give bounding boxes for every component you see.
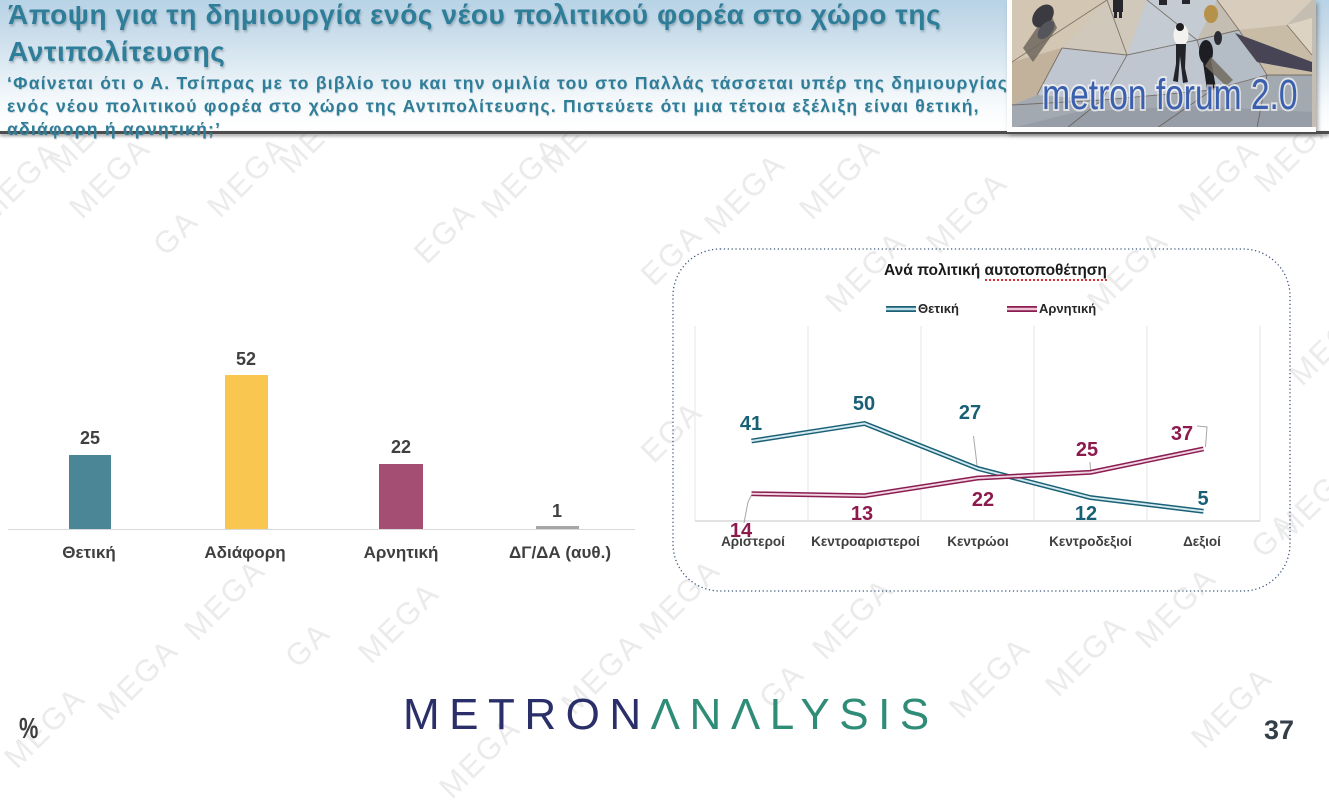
svg-text:50: 50	[853, 393, 875, 415]
svg-text:Κεντροδεξιοί: Κεντροδεξιοί	[1049, 534, 1132, 549]
svg-text:37: 37	[1171, 423, 1193, 445]
svg-text:22: 22	[972, 489, 994, 511]
svg-text:Κεντρώοι: Κεντρώοι	[947, 534, 1009, 549]
svg-text:metron forum 2.0: metron forum 2.0	[1042, 71, 1297, 119]
svg-text:Δεξιοί: Δεξιοί	[1183, 534, 1221, 549]
svg-text:metron forum 2.0: metron forum 2.0	[1042, 71, 1297, 119]
svg-text:Κεντροαριστεροί: Κεντροαριστεροί	[811, 534, 920, 549]
svg-text:27: 27	[959, 402, 981, 424]
svg-text:13: 13	[851, 503, 873, 525]
svg-text:25: 25	[1076, 439, 1098, 461]
svg-text:14: 14	[730, 520, 753, 542]
svg-text:5: 5	[1197, 488, 1208, 510]
svg-text:Αριστεροί: Αριστεροί	[721, 534, 785, 549]
svg-text:12: 12	[1075, 503, 1097, 525]
svg-text:41: 41	[740, 413, 762, 435]
